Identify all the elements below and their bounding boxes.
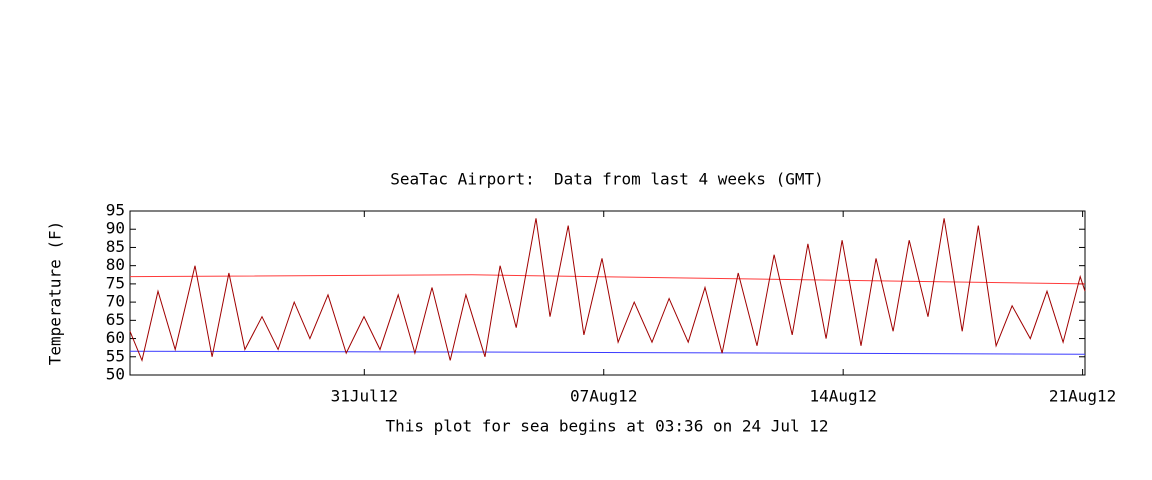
- y-tick-label: 90: [106, 219, 125, 238]
- y-tick-label: 95: [106, 201, 125, 220]
- chart-title: SeaTac Airport: Data from last 4 weeks (…: [390, 170, 823, 189]
- data-line: [129, 218, 1086, 363]
- y-tick-label: 75: [106, 273, 125, 292]
- data-line: [129, 274, 1086, 285]
- y-tick-label: 80: [106, 255, 125, 274]
- x-tick-label: 07Aug12: [570, 387, 637, 406]
- x-tick-label: 21Aug12: [1049, 387, 1116, 406]
- y-tick-label: 70: [106, 292, 125, 311]
- y-tick-label: 65: [106, 310, 125, 329]
- x-tick-label: 31Jul12: [331, 387, 398, 406]
- y-tick-label: 55: [106, 346, 125, 365]
- x-axis-label: This plot for sea begins at 03:36 on 24 …: [385, 417, 828, 436]
- y-tick-label: 60: [106, 328, 125, 347]
- data-line: [129, 350, 1086, 355]
- plot-frame: [129, 210, 1086, 376]
- y-tick-label: 50: [106, 365, 125, 384]
- x-tick-label: 14Aug12: [809, 387, 876, 406]
- y-tick-label: 85: [106, 237, 125, 256]
- y-axis-label: Temperature (F): [46, 221, 65, 366]
